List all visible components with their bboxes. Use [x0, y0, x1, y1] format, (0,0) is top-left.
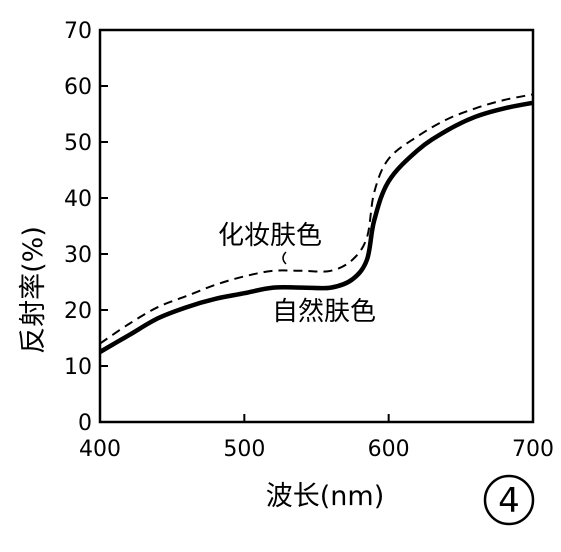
plot-frame [98, 28, 535, 424]
x-tick-label: 400 [79, 437, 121, 462]
series-label-leader [282, 251, 287, 265]
x-tick-label: 500 [223, 437, 265, 462]
figure-number: 4 [498, 481, 520, 521]
x-tick-label: 600 [368, 437, 410, 462]
series-layer [98, 93, 534, 354]
x-axis-label: 波长(nm) [266, 481, 384, 512]
series-line-natural-skin [98, 100, 534, 354]
y-tick-label: 60 [64, 75, 92, 100]
series-label-makeup-skin: 化妆肤色 [218, 221, 322, 251]
y-tick-label: 0 [78, 411, 92, 436]
x-axis-ticks: 400 500 600 700 [79, 414, 554, 462]
y-tick-label: 70 [64, 19, 92, 44]
y-tick-label: 50 [64, 131, 92, 156]
y-tick-label: 40 [64, 187, 92, 212]
y-axis-label: 反射率(%) [18, 226, 49, 354]
y-tick-label: 20 [64, 299, 92, 324]
figure-number-circle [483, 474, 535, 526]
y-tick-label: 30 [64, 243, 92, 268]
series-line-makeup-skin [99, 93, 534, 345]
y-axis-ticks: 0 10 20 30 40 50 60 70 [64, 19, 108, 436]
series-label-natural-skin: 自然肤色 [272, 297, 376, 327]
y-tick-label: 10 [64, 355, 92, 380]
x-tick-label: 700 [512, 437, 554, 462]
